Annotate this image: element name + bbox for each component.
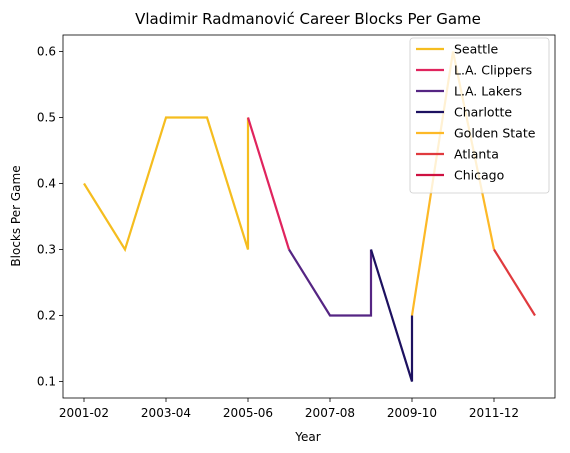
series-line-seattle: [83, 116, 250, 253]
y-tick-label: 0.6: [37, 45, 56, 59]
axes-frame: [62, 34, 556, 399]
legend-label-golden-state: Golden State: [454, 126, 536, 141]
y-tick-label: 0.2: [37, 309, 56, 323]
y-axis: 0.1 0.2 0.3 0.4 0.5 0.6: [37, 45, 63, 389]
x-axis-label: Year: [294, 430, 320, 444]
series-line-atlanta: [493, 248, 536, 317]
y-tick-label: 0.1: [37, 375, 56, 389]
x-tick-label: 2005-06: [223, 406, 273, 420]
x-tick-label: 2001-02: [59, 406, 109, 420]
series-line-charlotte: [369, 249, 414, 382]
y-tick-label: 0.4: [37, 177, 56, 191]
x-tick-label: 2003-04: [141, 406, 191, 420]
x-tick-label: 2011-12: [469, 406, 519, 420]
legend-label-charlotte: Charlotte: [454, 105, 512, 120]
legend: Seattle L.A. Clippers L.A. Lakers Charlotte…: [409, 37, 550, 194]
legend-label-chicago: Chicago: [454, 168, 504, 183]
x-axis: 2001-02 2003-04 2005-06 2007-08 2009-10 2011-…: [59, 398, 519, 420]
legend-label-atlanta: Atlanta: [454, 147, 499, 162]
series-line-l-a-clippers: [246, 117, 291, 250]
y-tick-label: 0.3: [37, 243, 56, 257]
chart-title: Vladimir Radmanović Career Blocks Per Ga…: [135, 10, 481, 28]
plot-frame: [62, 34, 556, 399]
legend-label-l-a-lakers: L.A. Lakers: [454, 84, 522, 99]
y-axis-label: Blocks Per Game: [9, 165, 23, 266]
x-tick-label: 2007-08: [305, 406, 355, 420]
y-tick-label: 0.5: [37, 111, 56, 125]
series-line-l-a-lakers: [288, 248, 373, 317]
legend-box: [409, 37, 550, 194]
legend-label-seattle: Seattle: [454, 42, 499, 57]
x-tick-label: 2009-10: [387, 406, 437, 420]
legend-label-l-a-clippers: L.A. Clippers: [454, 63, 532, 78]
